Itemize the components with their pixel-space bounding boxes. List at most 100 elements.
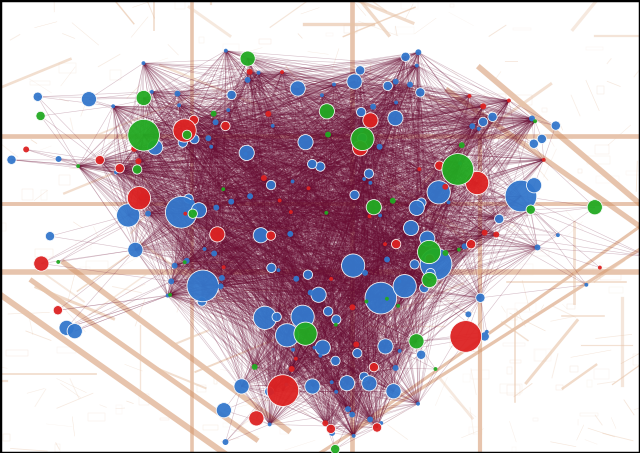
Bar: [3, 434, 10, 441]
Point: [217, 230, 227, 237]
Point: [417, 199, 427, 206]
Point: [360, 269, 370, 276]
Point: [539, 156, 549, 164]
Bar: [219, 331, 224, 334]
Point: [322, 108, 332, 115]
Point: [454, 246, 464, 253]
Point: [383, 82, 393, 90]
Point: [130, 246, 140, 254]
Point: [275, 197, 285, 204]
Point: [273, 266, 284, 274]
Bar: [394, 334, 412, 337]
Point: [405, 81, 415, 88]
Point: [444, 199, 454, 206]
Point: [440, 183, 451, 190]
Bar: [192, 164, 212, 170]
Point: [307, 383, 317, 390]
Point: [349, 432, 359, 439]
Bar: [513, 448, 516, 453]
Point: [147, 88, 157, 96]
Bar: [271, 92, 275, 96]
Point: [488, 113, 498, 120]
Point: [380, 241, 390, 248]
Point: [209, 250, 220, 257]
Point: [184, 195, 194, 202]
Point: [264, 421, 275, 428]
Bar: [161, 418, 170, 419]
Point: [416, 351, 426, 358]
Bar: [567, 304, 575, 308]
Point: [178, 139, 188, 146]
Point: [36, 260, 47, 267]
Bar: [484, 111, 503, 120]
Point: [317, 92, 327, 99]
Point: [223, 106, 234, 114]
Bar: [326, 121, 333, 124]
Bar: [86, 261, 108, 271]
Point: [150, 144, 160, 151]
Point: [415, 89, 426, 96]
Point: [347, 411, 357, 418]
Point: [268, 122, 278, 130]
Bar: [221, 191, 244, 193]
Bar: [500, 385, 522, 393]
Bar: [587, 380, 592, 387]
Point: [550, 122, 561, 129]
Point: [196, 298, 207, 305]
Bar: [484, 94, 506, 97]
Bar: [22, 189, 33, 200]
Bar: [556, 385, 563, 390]
Point: [188, 210, 198, 217]
Point: [382, 256, 392, 263]
Point: [463, 311, 474, 318]
Point: [287, 366, 297, 373]
Bar: [600, 275, 621, 280]
Point: [21, 146, 31, 153]
Point: [530, 118, 540, 125]
Point: [264, 388, 275, 395]
Point: [320, 419, 330, 427]
Bar: [116, 405, 122, 414]
Point: [527, 115, 537, 122]
Bar: [59, 63, 76, 73]
Point: [245, 193, 255, 200]
Bar: [214, 378, 217, 385]
Point: [244, 68, 255, 76]
Bar: [241, 328, 252, 333]
Bar: [237, 83, 255, 88]
Bar: [510, 360, 521, 363]
Point: [419, 281, 429, 289]
Bar: [198, 37, 204, 43]
Point: [491, 231, 501, 238]
Point: [323, 308, 333, 315]
Bar: [223, 62, 237, 69]
Point: [219, 407, 229, 414]
Point: [174, 101, 184, 109]
Bar: [450, 5, 454, 7]
Bar: [216, 178, 228, 189]
Point: [84, 96, 94, 103]
Bar: [308, 166, 328, 169]
Point: [137, 193, 147, 200]
Bar: [560, 136, 572, 140]
Point: [369, 203, 379, 211]
Point: [413, 400, 423, 407]
Point: [388, 197, 398, 204]
Bar: [403, 120, 420, 124]
Point: [430, 366, 440, 373]
Point: [364, 380, 374, 387]
Bar: [284, 320, 304, 329]
Point: [424, 248, 434, 255]
Point: [364, 170, 374, 177]
Bar: [588, 156, 609, 164]
Point: [390, 78, 401, 85]
Point: [260, 314, 270, 322]
Point: [537, 135, 547, 143]
Point: [189, 135, 200, 143]
Point: [424, 276, 435, 284]
Bar: [472, 370, 489, 379]
Bar: [344, 25, 357, 34]
Point: [198, 282, 208, 289]
Point: [253, 69, 264, 77]
Point: [365, 179, 376, 187]
